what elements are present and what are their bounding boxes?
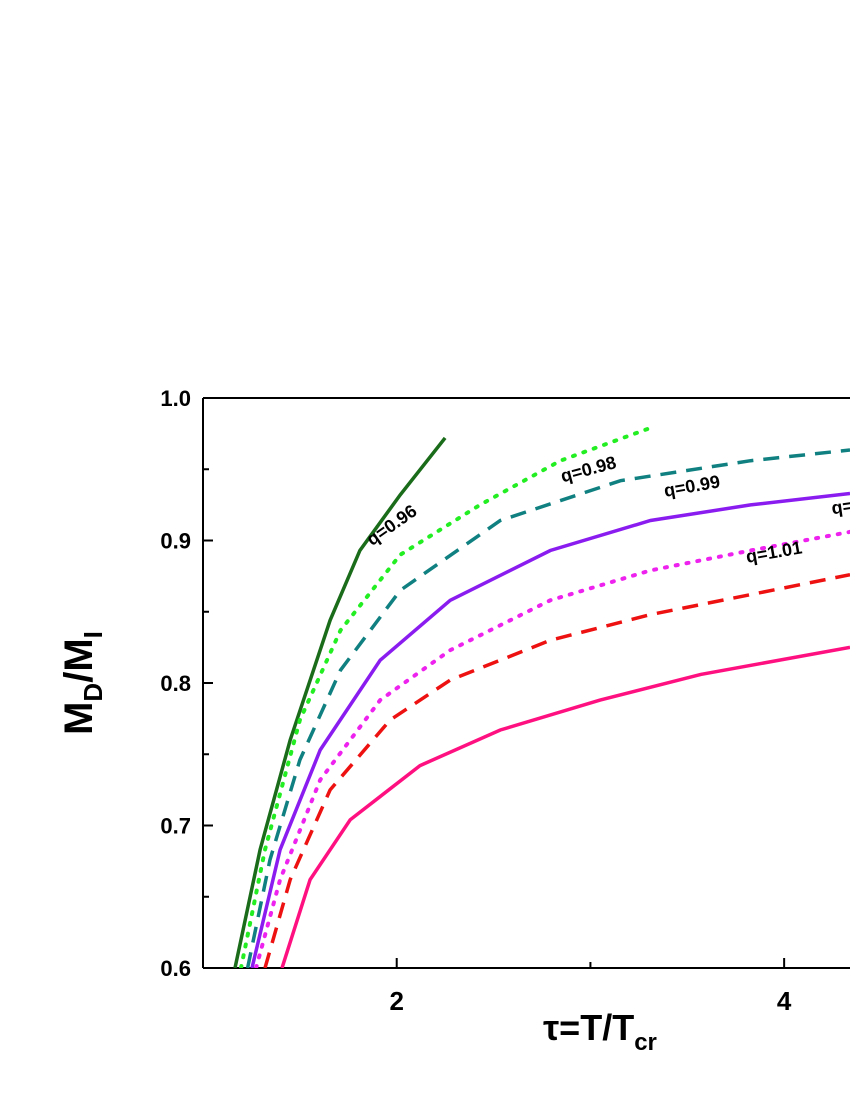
- series-line: [254, 529, 850, 968]
- curve-label: q=1.01: [744, 537, 803, 567]
- series-line: [233, 436, 447, 968]
- x-tick-label: 2: [389, 986, 403, 1016]
- y-tick-label: 0.6: [160, 956, 191, 981]
- curve-label: q=1: [830, 494, 850, 518]
- series-line: [280, 645, 850, 968]
- x-axis-label: τ=T/Tcr: [543, 1007, 657, 1056]
- x-tick-label: 4: [777, 986, 792, 1016]
- y-label-main: M: [57, 702, 101, 735]
- x-label-sub: cr: [634, 1029, 657, 1056]
- series-line: [245, 448, 850, 968]
- y-tick-label: 0.9: [160, 529, 191, 554]
- curve-label: q=0.98: [559, 452, 619, 486]
- series-line: [250, 491, 850, 968]
- y-tick-label: 0.8: [160, 671, 191, 696]
- y-tick-label: 1.0: [160, 386, 191, 411]
- y-tick-label: 0.7: [160, 814, 191, 839]
- series-line: [239, 425, 653, 968]
- x-label-main: τ=T/T: [543, 1007, 634, 1048]
- y-label-sub: I: [78, 631, 108, 638]
- plot-area: q=0.96q=0.98 q=0.99q=1q=1.01: [233, 425, 850, 968]
- curve-label: q=0.99: [662, 471, 721, 501]
- y-axis-label: MD/MI: [57, 631, 108, 735]
- series-line: [263, 572, 850, 968]
- y-label-sub: D: [78, 683, 108, 702]
- y-label-main: /M: [57, 638, 101, 682]
